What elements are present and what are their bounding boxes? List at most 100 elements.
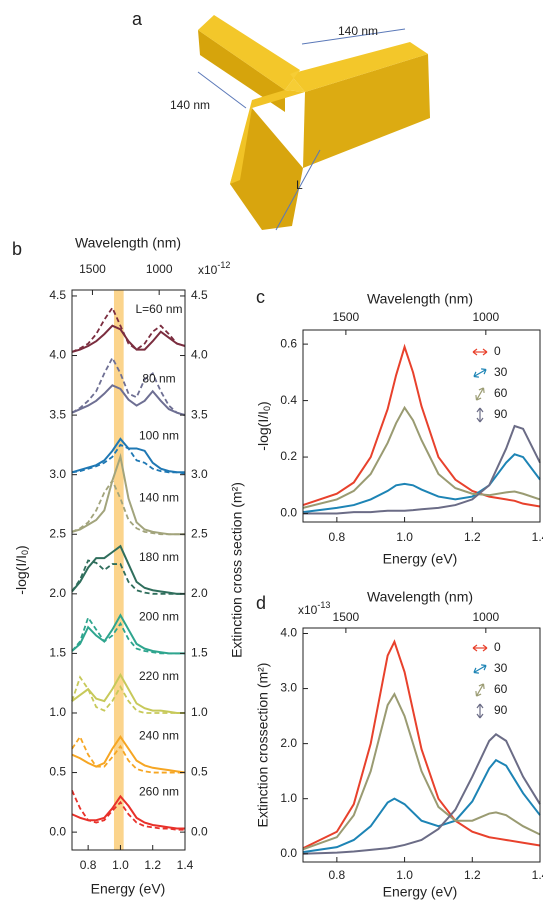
y-tick-label: 0.0 (49, 824, 66, 838)
legend-icon (475, 387, 485, 401)
x2-axis-label: Wavelength (nm) (367, 589, 473, 605)
y-axis-label-part: ) (13, 545, 29, 550)
x-tick-label: 0.8 (80, 858, 97, 872)
y-axis-label: -log(I/I0) (255, 401, 273, 450)
y-tick-label: 0.4 (280, 393, 297, 407)
y-tick-label: 1.0 (49, 705, 66, 719)
series-line (302, 405, 541, 509)
x-tick-label: 0.8 (329, 868, 346, 882)
x-tick-label: 1.2 (144, 858, 161, 872)
y-tick-label: 0.0 (280, 506, 297, 520)
legend-arrow (475, 387, 485, 401)
legend-arrowhead (472, 348, 488, 356)
legend-label: 90 (494, 703, 508, 717)
series-line-dashed (71, 790, 185, 831)
y-tick-label: 3.5 (49, 407, 66, 421)
series-line (302, 758, 541, 854)
legend-icon (472, 348, 488, 356)
x-tick-label: 1.4 (532, 868, 543, 882)
x-tick-label: 1.2 (464, 530, 481, 544)
series-label: 80 nm (142, 371, 175, 385)
panel-label: c (256, 287, 265, 307)
panel-label: b (12, 239, 22, 259)
x2-tick-label: 1000 (472, 310, 499, 324)
scale-note-part: x10 (298, 603, 318, 617)
series-line (71, 324, 186, 353)
series-line (71, 452, 185, 536)
legend-icon (473, 664, 487, 674)
legend-label: 0 (494, 640, 501, 654)
series-line (303, 424, 541, 515)
series-line-dashed (71, 559, 185, 595)
panel-label: a (132, 9, 143, 29)
y-tick-label: 4.0 (49, 348, 66, 362)
legend-label: 60 (494, 682, 508, 696)
legend-arrowhead (473, 664, 487, 674)
y-tick-label: 3.0 (49, 467, 66, 481)
y-axis-label-part: 0 (262, 406, 272, 411)
series-line (71, 384, 186, 417)
x-axis-label: Energy (eV) (91, 881, 166, 897)
series-line (302, 343, 541, 508)
x2-tick-label: 1500 (79, 262, 106, 276)
arm-top (198, 15, 300, 90)
legend-arrow (475, 683, 485, 697)
series-line-dashed (71, 478, 185, 536)
series-label: 200 nm (139, 610, 179, 624)
legend-icon (475, 683, 485, 697)
legend-arrowhead (475, 387, 485, 401)
y-axis-label: Extinction crossection (m²) (255, 663, 271, 828)
legend-label: 90 (494, 407, 508, 421)
legend-arrowhead (473, 368, 487, 378)
highlight-band (113, 290, 124, 850)
legend-arrowhead (476, 407, 484, 423)
plot-frame (71, 289, 186, 851)
series-label: 220 nm (139, 669, 179, 683)
y-tick-label: 1.5 (49, 646, 66, 660)
legend-label: 30 (494, 661, 508, 675)
legend-arrowhead (475, 683, 485, 697)
legend-label: 30 (494, 365, 508, 379)
arm-face (303, 54, 430, 168)
legend-arrowhead (472, 644, 488, 652)
series-label: 100 nm (139, 428, 179, 442)
y-tick-label: 0.6 (280, 336, 297, 350)
series-line-dashed (71, 675, 185, 714)
x2-axis-label: Wavelength (nm) (75, 235, 181, 251)
legend-arrow (473, 368, 487, 378)
y-axis-label-part: -log(I/I (13, 555, 29, 595)
series-line-dashed (71, 306, 186, 353)
x-tick-label: 1.0 (396, 868, 413, 882)
x-tick-label: 1.4 (177, 858, 194, 872)
arm-top (290, 42, 428, 92)
arm-face (230, 108, 303, 230)
x2-tick-label: 1000 (472, 610, 499, 624)
x2-tick-label: 1500 (333, 310, 360, 324)
series-label: 180 nm (139, 550, 179, 564)
y-axis-label-part: -log(I/I (255, 411, 271, 451)
y2-tick-label: 4.5 (191, 288, 208, 302)
series-line (302, 691, 541, 851)
dimension-arrow (197, 71, 247, 109)
series-line (71, 437, 185, 474)
scale-note-part: x10 (198, 263, 218, 277)
series-line-dashed (71, 355, 186, 416)
y-tick-label: 2.5 (49, 526, 66, 540)
x2-axis-label: Wavelength (nm) (367, 291, 473, 307)
junction (285, 70, 305, 92)
series-line (71, 735, 186, 774)
x-tick-label: 1.0 (112, 858, 129, 872)
y-tick-label: 4.0 (280, 626, 297, 640)
y-tick-label: 4.5 (49, 288, 66, 302)
series-line (71, 672, 185, 714)
series-label: 240 nm (139, 729, 179, 743)
y-tick-label: 3.0 (280, 681, 297, 695)
plot-frame (302, 329, 541, 523)
legend-label: 60 (494, 386, 508, 400)
series-line (302, 639, 541, 850)
series-label: L=60 nm (135, 302, 182, 316)
nanostructure (198, 15, 430, 230)
y2-tick-label: 3.0 (191, 467, 208, 481)
scale-note: x10-12 (198, 260, 230, 277)
y2-tick-label: 3.5 (191, 407, 208, 421)
